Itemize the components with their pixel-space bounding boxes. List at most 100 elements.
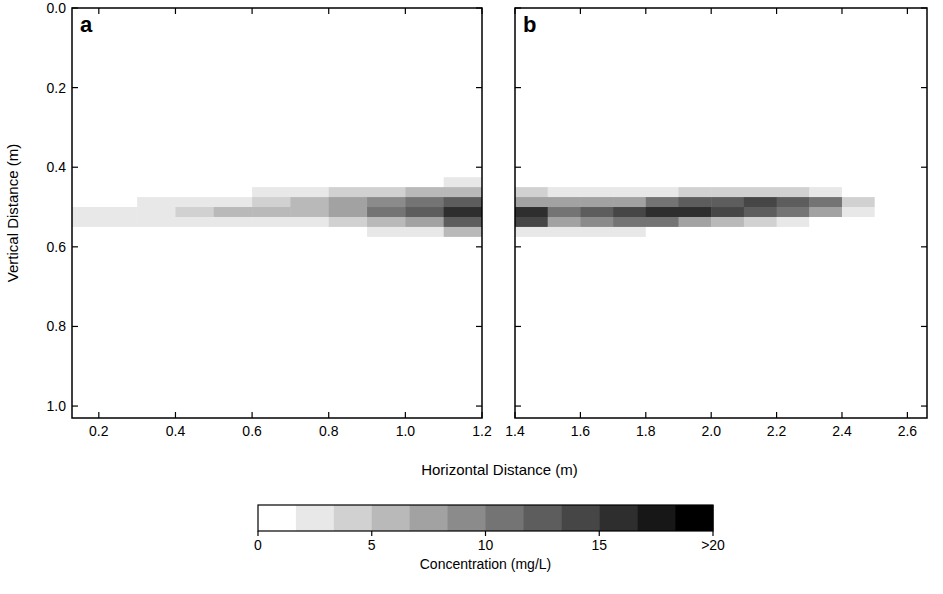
cell (515, 207, 548, 217)
cell (99, 197, 138, 207)
y-tick (72, 246, 78, 247)
cell (580, 187, 613, 197)
x-tick (841, 8, 842, 14)
cell (137, 237, 176, 247)
cell (405, 217, 444, 227)
y-tick-label: 0.0 (47, 0, 67, 16)
cell (367, 187, 406, 197)
y-tick (515, 7, 521, 8)
cell (842, 197, 875, 207)
cell (842, 217, 875, 227)
cell (875, 237, 908, 247)
cell (329, 217, 368, 227)
cell (252, 227, 291, 237)
cell (875, 197, 908, 207)
cell (137, 227, 176, 237)
cell (580, 177, 613, 187)
cell (290, 227, 329, 237)
cell (646, 217, 679, 227)
cell (515, 227, 548, 237)
x-tick (328, 412, 329, 418)
x-tick (776, 8, 777, 14)
cell (678, 227, 711, 237)
colorbar-level (486, 505, 524, 531)
cell (875, 177, 908, 187)
colorbar-tick (712, 531, 713, 536)
cell (777, 237, 810, 247)
cell (613, 177, 646, 187)
cell (646, 237, 679, 247)
cell (99, 187, 138, 197)
cell (875, 167, 908, 177)
cell (290, 187, 329, 197)
cell (580, 237, 613, 247)
cell (290, 207, 329, 217)
cell (367, 177, 406, 187)
colorbar-tick-label: 0 (254, 537, 262, 553)
cell (137, 187, 176, 197)
frame (72, 8, 482, 418)
cell (678, 197, 711, 207)
x-tick-label: 0.2 (89, 423, 109, 439)
cell (214, 177, 253, 187)
y-tick (515, 246, 521, 247)
colorbar-level (334, 505, 372, 531)
cell (405, 177, 444, 187)
frame (515, 8, 927, 418)
cell (777, 167, 810, 177)
cell (367, 207, 406, 217)
y-tick (72, 326, 78, 327)
cell (711, 177, 744, 187)
colorbar-level (410, 505, 448, 531)
cell (809, 197, 842, 207)
cell (99, 167, 138, 177)
colorbar-tick-label: 15 (591, 537, 607, 553)
colorbar-tick (599, 531, 600, 536)
colorbar: 051015>20Concentration (mg/L) (254, 505, 725, 572)
cell (515, 177, 548, 187)
cell (214, 217, 253, 227)
x-tick (711, 412, 712, 418)
y-tick (476, 246, 482, 247)
x-tick-label: 1.6 (571, 423, 591, 439)
cell (613, 227, 646, 237)
y-tick (72, 87, 78, 88)
colorbar-level (637, 505, 675, 531)
y-tick (72, 405, 78, 406)
colorbar-tick (371, 531, 372, 536)
cell (175, 187, 214, 197)
cell (744, 237, 777, 247)
cell (99, 227, 138, 237)
cell (580, 197, 613, 207)
cell (72, 237, 99, 247)
cell (137, 217, 176, 227)
x-tick (580, 412, 581, 418)
cell (405, 207, 444, 217)
x-tick (514, 412, 515, 418)
cell (137, 197, 176, 207)
cell (367, 217, 406, 227)
x-axis-title: Horizontal Distance (m) (421, 461, 578, 478)
cell (711, 237, 744, 247)
cell (744, 217, 777, 227)
cell (290, 237, 329, 247)
cell (444, 217, 482, 227)
chart: 0.20.40.60.81.01.20.00.20.40.60.81.0a1.4… (0, 0, 943, 594)
cell (329, 207, 368, 217)
colorbar-tick (485, 531, 486, 536)
x-tick (251, 412, 252, 418)
cell (367, 227, 406, 237)
cell (99, 217, 138, 227)
cell (329, 167, 368, 177)
y-tick (515, 167, 521, 168)
cell (777, 197, 810, 207)
cell (744, 187, 777, 197)
cell (613, 167, 646, 177)
cell (405, 187, 444, 197)
x-tick (481, 8, 482, 14)
cell (809, 177, 842, 187)
cell (515, 187, 548, 197)
cell (72, 217, 99, 227)
cell (613, 197, 646, 207)
y-axis-title: Vertical Distance (m) (4, 144, 21, 282)
